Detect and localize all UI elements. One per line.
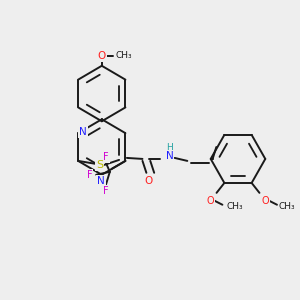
Text: N: N [97,176,105,186]
Text: N: N [166,151,174,161]
Text: F: F [103,186,109,196]
Text: CH₃: CH₃ [116,51,132,60]
Text: H: H [167,142,173,152]
Text: O: O [262,196,269,206]
Text: F: F [103,152,109,162]
Text: CH₃: CH₃ [279,202,296,211]
Text: CH₃: CH₃ [226,202,243,211]
Text: O: O [98,51,106,61]
Text: O: O [144,176,152,186]
Text: S: S [96,160,103,170]
Text: F: F [86,170,92,180]
Text: N: N [79,127,87,137]
Text: O: O [207,196,214,206]
